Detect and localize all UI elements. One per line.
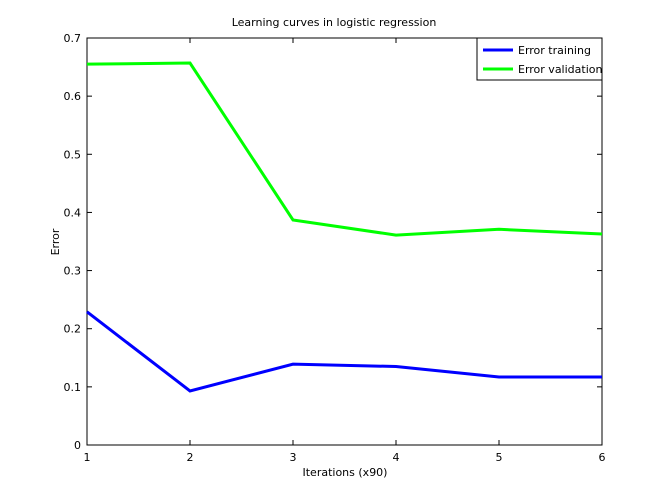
series-line-error-validation [86,61,603,237]
y-tick-label: 0.6 [64,90,82,103]
y-tick-label: 0.5 [64,148,82,161]
legend-label: Error training [518,44,591,57]
x-axis-label: Iterations (x90) [303,466,388,479]
legend-box [476,37,603,81]
x-tick-label: 5 [496,451,503,464]
y-tick-label: 0.1 [64,381,82,394]
legend-label: Error validation [518,63,602,76]
x-tick-label: 6 [599,451,606,464]
plot-area: 1 2 3 4 5 6 0 0.1 0.2 0.3 0.4 0.5 0.6 0.7 Error traini… [64,32,606,464]
chart-title: Learning curves in logistic regression [232,16,437,29]
x-tick-label: 1 [84,451,91,464]
y-tick-label: 0 [74,439,81,452]
y-tick-label: 0.3 [64,265,82,278]
y-tick-label: 0.7 [64,32,82,45]
y-axis-label: Error [49,228,62,255]
x-tick-label: 3 [290,451,297,464]
x-tick-label: 4 [393,451,400,464]
y-tick-label: 0.2 [64,323,82,336]
axes-box [86,37,603,446]
y-tick-label: 0.4 [64,206,82,219]
series-line-error-training [86,310,602,393]
x-tick-label: 2 [187,451,194,464]
